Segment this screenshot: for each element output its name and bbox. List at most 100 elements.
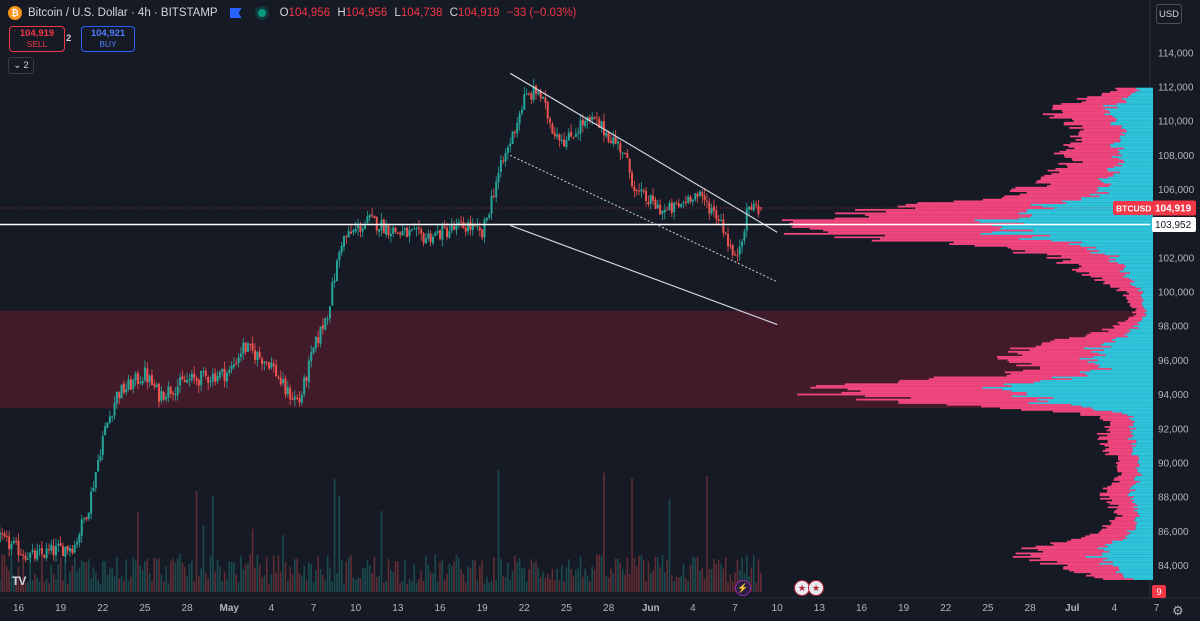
candle-body <box>743 231 746 241</box>
volume-profile-bar-up <box>1137 513 1153 516</box>
volume-bar <box>315 570 317 592</box>
buy-button[interactable]: 104,921 BUY <box>81 26 135 52</box>
candle-body <box>523 94 526 110</box>
candle-body <box>415 228 418 230</box>
volume-profile-bar-down <box>1000 407 1092 410</box>
candle-body <box>720 220 722 222</box>
candle-body <box>345 235 348 237</box>
volume-bar <box>80 560 83 592</box>
volume-profile-bar-down <box>1063 566 1119 569</box>
volume-profile-bar-down <box>1126 297 1143 300</box>
tradingview-logo: TV <box>12 574 26 588</box>
volume-bar <box>41 554 43 592</box>
candle-body <box>410 229 413 231</box>
volume-profile-bar-up <box>1118 567 1153 570</box>
volume-bar <box>329 567 331 592</box>
volume-bar <box>490 579 493 592</box>
candle-body <box>396 232 399 234</box>
time-tick-label: 25 <box>561 603 573 614</box>
volume-profile-bar-up <box>1124 267 1153 269</box>
volume-bar <box>591 566 594 592</box>
indicators-toggle[interactable]: ⌄ 2 <box>8 57 34 74</box>
volume-bar <box>3 554 6 592</box>
volume-profile-bar-down <box>797 393 1027 396</box>
volume-profile-bar-down <box>1067 166 1114 169</box>
volume-profile-bar-down <box>1131 306 1144 309</box>
volume-profile-bar-down <box>1113 479 1135 481</box>
volume-profile-bar-down <box>1058 162 1118 165</box>
candle-body <box>602 121 605 136</box>
currency-button[interactable]: USD <box>1156 4 1182 24</box>
volume-bar <box>635 566 638 592</box>
time-tick-label: 25 <box>139 603 151 614</box>
volume-bar <box>577 568 579 592</box>
volume-profile-bar-down <box>1081 273 1126 276</box>
volume-bar <box>20 583 22 592</box>
volume-profile-bar-down <box>1074 147 1124 150</box>
us-flag-icon[interactable]: ★ <box>808 580 824 596</box>
candle-body <box>556 134 559 137</box>
volume-bar <box>55 579 57 592</box>
volume-profile-bar-down <box>1126 296 1142 298</box>
candle-body <box>319 326 322 344</box>
price-tick-label: 108,000 <box>1158 151 1195 162</box>
candle-body <box>19 554 22 556</box>
volume-profile-bar-up <box>1081 241 1153 244</box>
volume-profile-bar-down <box>981 405 1082 408</box>
time-tick-label: 7 <box>311 603 317 614</box>
symbol-title[interactable]: Bitcoin / U.S. Dollar · 4h · BITSTAMP <box>28 7 218 19</box>
candle-body <box>150 375 153 386</box>
volume-profile-bar-down <box>1042 113 1105 116</box>
volume-profile-bar-down <box>1063 567 1119 570</box>
time-tick-label: 28 <box>603 603 615 614</box>
volume-profile-bar-down <box>1052 104 1103 107</box>
time-tick-label: 19 <box>477 603 489 614</box>
volume-profile-bar-up <box>1099 364 1153 367</box>
sell-button[interactable]: 104,919 SELL <box>9 26 65 52</box>
volume-bar <box>631 478 633 592</box>
volume-profile-bar-up <box>1112 561 1153 563</box>
volume-bar <box>439 562 441 592</box>
flag-icon[interactable] <box>229 8 242 18</box>
candle-body <box>619 142 622 153</box>
volume-bar <box>664 572 666 592</box>
volume-profile-bar-down <box>997 357 1080 360</box>
volume-profile-bar-down <box>1110 420 1135 423</box>
volume-profile-bar-down <box>1052 106 1118 109</box>
candle-body <box>232 364 235 367</box>
volume-profile-bar-down <box>1105 448 1133 451</box>
settings-icon[interactable]: ⚙ <box>1172 603 1184 618</box>
volume-bar <box>144 560 146 592</box>
lightning-icon[interactable]: ⚡ <box>735 580 751 596</box>
volume-bar <box>247 563 249 592</box>
volume-profile-bar-up <box>1103 181 1153 184</box>
volume-profile-bar-down <box>898 400 1049 403</box>
volume-profile-bar-down <box>1117 470 1137 473</box>
volume-profile-bar-down <box>1117 475 1137 478</box>
volume-bar <box>603 472 605 592</box>
volume-profile-bar-down <box>1063 123 1111 126</box>
volume-profile-bar-up <box>1122 125 1153 128</box>
volume-profile-bar-up <box>1134 280 1153 283</box>
volume-bar <box>214 571 216 592</box>
volume-bar <box>69 571 71 592</box>
volume-profile-bar-down <box>1041 344 1101 346</box>
volume-bar <box>336 573 338 592</box>
volume-bar <box>146 558 149 592</box>
volume-bar <box>617 558 619 592</box>
us-flag-icon[interactable]: ★ <box>794 580 810 596</box>
volume-profile-bar-down <box>1085 335 1129 338</box>
candle-body <box>190 373 193 380</box>
volume-profile-bar-down <box>1042 550 1110 553</box>
volume-profile-bar-down <box>1133 314 1146 317</box>
volume-profile-bar-up <box>1129 487 1153 490</box>
volume-bar <box>549 579 551 592</box>
candle-body <box>204 371 207 376</box>
volume-bar <box>137 512 139 592</box>
volume-bar <box>446 573 448 592</box>
volume-profile-bar-up <box>1146 309 1153 312</box>
volume-profile-bar-down <box>793 224 993 227</box>
volume-profile-bar-down <box>974 244 1081 247</box>
volume-profile-bar-down <box>1089 272 1130 275</box>
